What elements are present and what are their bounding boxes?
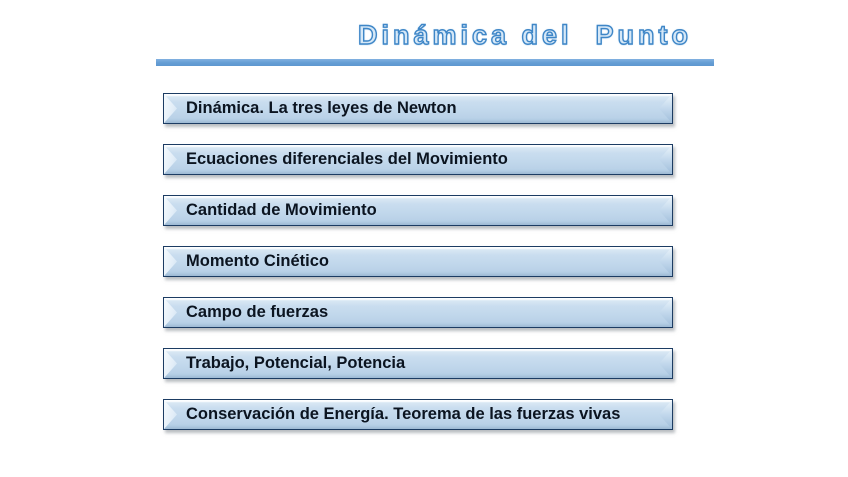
menu-item-differential-equations[interactable]: Ecuaciones diferenciales del Movimiento (163, 144, 673, 175)
menu-item-force-field[interactable]: Campo de fuerzas (163, 297, 673, 328)
title-underline (156, 59, 714, 66)
menu-item-angular-momentum[interactable]: Momento Cinético (163, 246, 673, 277)
slide-title: Dinámica del Punto (357, 19, 693, 50)
menu-item-momentum[interactable]: Cantidad de Movimiento (163, 195, 673, 226)
menu-item-newton-laws[interactable]: Dinámica. La tres leyes de Newton (163, 93, 673, 124)
menu-item-work-potential-power[interactable]: Trabajo, Potencial, Potencia (163, 348, 673, 379)
topic-menu: Dinámica. La tres leyes de Newton Ecuaci… (163, 93, 673, 450)
menu-item-energy-conservation[interactable]: Conservación de Energía. Teorema de las … (163, 399, 673, 430)
